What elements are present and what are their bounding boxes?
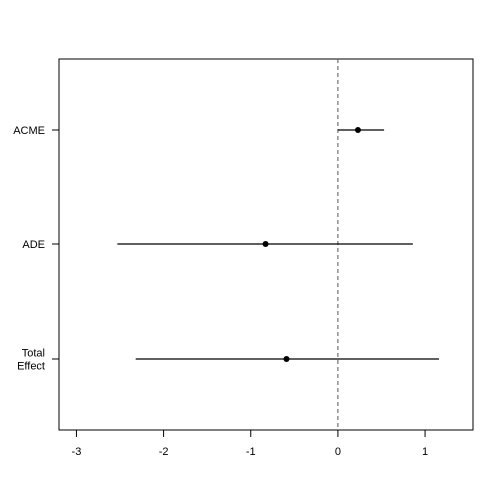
y-tick-label: Effect <box>17 361 45 373</box>
x-tick-label: -2 <box>159 446 169 458</box>
effect-row: ADE <box>22 239 413 251</box>
x-tick-label: -3 <box>72 446 82 458</box>
x-tick-label: 1 <box>422 446 428 458</box>
x-axis-ticks: -3 -2 -1 0 1 <box>72 430 428 458</box>
y-tick-label: ADE <box>22 239 45 251</box>
point-estimate <box>283 356 290 362</box>
y-tick-label: ACME <box>13 125 45 137</box>
point-estimate <box>354 127 361 133</box>
y-tick-label: Total <box>22 348 45 360</box>
point-estimate <box>262 241 269 247</box>
x-tick-label: -1 <box>246 446 256 458</box>
effect-row: ACME <box>13 125 385 137</box>
x-tick-label: 0 <box>335 446 341 458</box>
